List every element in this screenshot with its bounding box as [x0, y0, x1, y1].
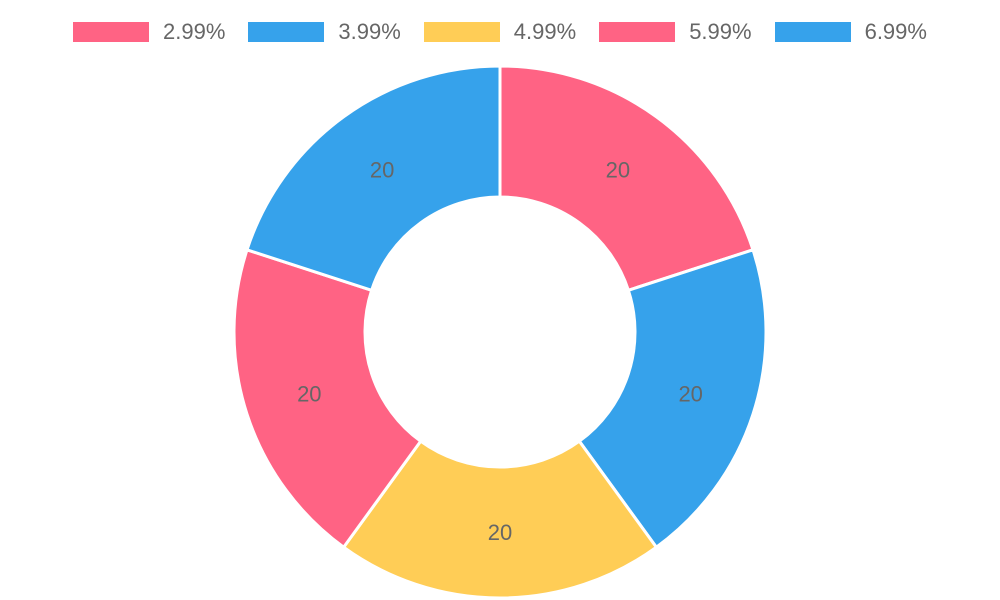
legend-label: 5.99%	[689, 19, 752, 44]
donut-slice[interactable]	[232, 247, 423, 550]
slices-group	[232, 64, 768, 600]
legend-swatch	[774, 22, 851, 42]
donut-slice[interactable]	[577, 247, 768, 550]
legend-item[interactable]: 3.99%	[248, 18, 401, 46]
slice-value-label: 20	[606, 157, 630, 182]
legend-item[interactable]: 5.99%	[599, 18, 752, 46]
donut-slice[interactable]	[341, 439, 659, 600]
legend-swatch	[73, 22, 150, 42]
slice-value-label: 20	[297, 381, 321, 406]
slice-value-label: 20	[488, 520, 512, 545]
donut-slice[interactable]	[245, 64, 502, 293]
legend-label: 2.99%	[163, 19, 226, 44]
donut-slice[interactable]	[498, 64, 755, 293]
legend-label: 4.99%	[513, 19, 577, 44]
legend-label: 3.99%	[338, 19, 401, 44]
slice-labels-group: 20 20 20 20 20	[297, 157, 703, 545]
legend-label: 6.99%	[864, 19, 927, 44]
legend-item[interactable]: 6.99%	[774, 18, 927, 46]
slice-value-label: 20	[678, 381, 702, 406]
legend-item[interactable]: 2.99%	[73, 18, 225, 46]
legend-swatch	[423, 22, 500, 42]
legend-swatch	[248, 22, 325, 42]
legend-item[interactable]: 4.99%	[423, 18, 577, 46]
legend-swatch	[599, 22, 676, 42]
slice-value-label: 20	[370, 157, 394, 182]
chart-legend: 2.99% 3.99% 4.99% 5.99% 6.99%	[0, 18, 1000, 46]
